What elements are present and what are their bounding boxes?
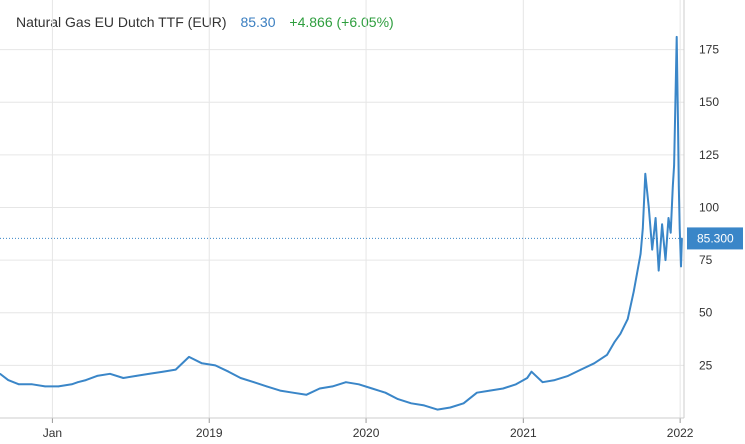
data-point <box>654 217 657 219</box>
data-point <box>384 391 387 394</box>
data-point <box>632 290 635 293</box>
instrument-name: Natural Gas EU Dutch TTF (EUR) <box>16 14 227 30</box>
data-point <box>436 408 439 411</box>
data-point <box>174 368 177 371</box>
data-point <box>266 385 268 388</box>
data-point <box>397 398 399 400</box>
data-point <box>651 248 653 251</box>
data-point <box>626 318 629 320</box>
data-point <box>148 373 151 375</box>
data-point <box>77 381 79 384</box>
data-point <box>541 381 544 384</box>
data-point <box>639 253 642 255</box>
data-point <box>664 259 667 261</box>
price-change: +4.866 (+6.05%) <box>289 14 394 30</box>
data-point <box>644 173 647 175</box>
price-series-line <box>0 35 683 411</box>
data-point <box>253 381 255 384</box>
data-point <box>502 387 504 390</box>
data-point <box>678 227 681 230</box>
data-point <box>292 391 294 394</box>
x-tick-label: 2019 <box>196 426 223 440</box>
data-point <box>678 185 680 188</box>
data-point <box>681 237 683 240</box>
data-point <box>96 375 98 377</box>
data-point <box>530 370 533 373</box>
y-tick-label: 125 <box>699 148 719 162</box>
data-point <box>661 223 663 226</box>
x-tick-label: Jan <box>43 426 62 440</box>
data-point <box>318 387 321 390</box>
data-point <box>674 101 677 103</box>
data-point <box>331 385 334 388</box>
data-point <box>553 379 556 381</box>
x-tick-label: 2021 <box>510 426 537 440</box>
data-point <box>71 383 73 386</box>
data-point <box>85 379 87 381</box>
y-tick-label: 50 <box>699 306 713 320</box>
data-point <box>358 383 360 386</box>
data-point <box>0 373 1 375</box>
data-point <box>613 341 616 344</box>
data-point <box>677 122 679 125</box>
data-point <box>669 231 672 234</box>
data-point <box>673 164 675 167</box>
data-point <box>423 404 425 407</box>
y-tick-label: 25 <box>699 358 713 372</box>
data-point <box>593 362 595 365</box>
data-point <box>122 377 125 379</box>
data-point <box>305 394 308 396</box>
data-point <box>57 385 60 388</box>
data-point <box>18 383 20 386</box>
data-point <box>672 185 674 188</box>
chart-header: Natural Gas EU Dutch TTF (EUR) 85.30 +4.… <box>16 14 404 30</box>
last-value-badge-background <box>687 227 743 250</box>
data-point <box>619 333 622 335</box>
data-point <box>680 265 682 268</box>
data-point <box>642 227 644 230</box>
grid-layer <box>0 0 684 418</box>
data-point <box>7 379 9 381</box>
data-point <box>410 402 413 405</box>
data-point <box>109 373 111 375</box>
data-point <box>657 269 660 272</box>
data-point <box>227 370 230 373</box>
data-point <box>201 362 203 365</box>
data-point <box>526 377 528 379</box>
y-tick-label: 150 <box>699 95 719 109</box>
data-point <box>44 385 46 388</box>
series-layer <box>0 35 683 411</box>
data-point <box>675 36 678 38</box>
data-point <box>31 383 33 386</box>
data-point <box>667 217 670 219</box>
x-tick-label: 2022 <box>667 426 694 440</box>
data-point <box>239 377 242 379</box>
x-tick-label: 2020 <box>353 426 380 440</box>
last-value-badge-text: 85.300 <box>697 231 734 245</box>
data-point <box>580 368 582 371</box>
y-tick-label: 75 <box>699 253 713 267</box>
y-tick-label: 100 <box>699 200 719 214</box>
data-point <box>515 383 517 386</box>
y-tick-label: 175 <box>699 43 719 57</box>
data-point <box>279 389 281 392</box>
last-value-badge: 85.300 <box>687 227 743 250</box>
data-point <box>188 356 190 358</box>
data-point <box>449 406 452 409</box>
data-point <box>567 375 569 377</box>
data-point <box>162 370 164 373</box>
data-point <box>648 206 650 209</box>
data-point <box>345 381 347 384</box>
data-point <box>371 387 373 390</box>
data-point <box>489 389 491 392</box>
data-point <box>214 364 217 367</box>
data-point <box>135 375 137 377</box>
last-price: 85.30 <box>240 14 276 30</box>
axis-layer: 25 50 75 100 125 150 175 Jan 2019 2020 2021 2022 <box>0 0 719 440</box>
data-point <box>462 402 465 405</box>
data-point <box>606 354 608 356</box>
data-point <box>476 391 478 394</box>
